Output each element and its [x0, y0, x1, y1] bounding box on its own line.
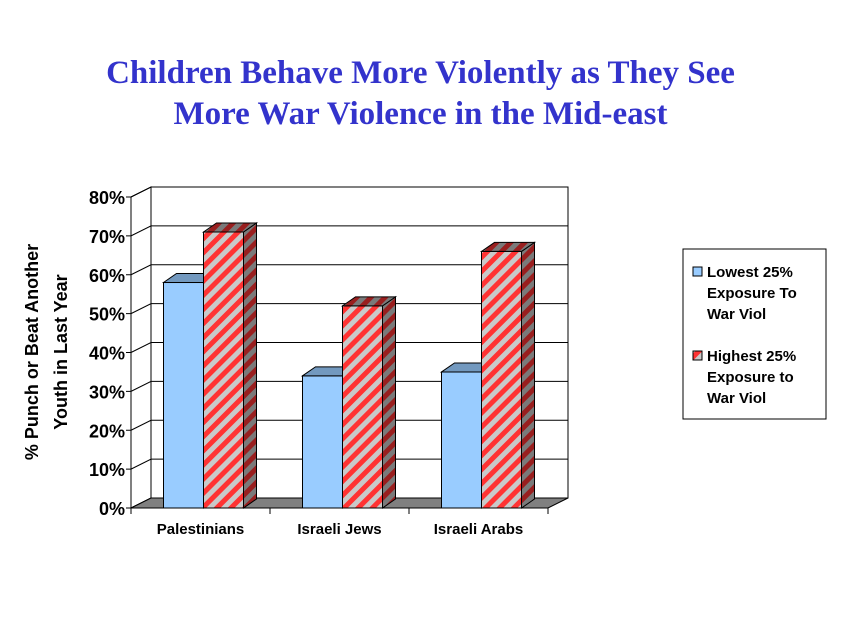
legend-entry-text: Exposure to — [707, 369, 794, 386]
gridline — [130, 419, 568, 431]
gridlines — [130, 186, 568, 470]
chart-title-line-1: Children Behave More Violently as They S… — [106, 55, 735, 91]
gridline — [130, 264, 568, 276]
y-tick-label: 60% — [89, 266, 125, 286]
y-tick-label: 40% — [89, 344, 125, 364]
bar-side — [521, 241, 535, 509]
legend-entry-text: Exposure To — [707, 285, 797, 302]
bar — [479, 241, 537, 509]
y-axis-label-line-2: Youth in Last Year — [51, 274, 71, 429]
gridline — [130, 225, 568, 237]
bar-front — [481, 250, 522, 509]
legend-entry-text: Lowest 25% — [707, 264, 793, 281]
legend-entry-text: Highest 25% — [707, 348, 796, 365]
bar — [201, 222, 259, 509]
bar-side — [243, 222, 257, 509]
y-tick-label: 50% — [89, 305, 125, 325]
legend: Lowest 25% Exposure To War Viol Highest 25%… — [682, 248, 827, 420]
bar-top — [479, 241, 537, 252]
legend-entry-text: War Viol — [707, 390, 766, 407]
bar-side — [382, 295, 396, 509]
bar-front — [441, 371, 482, 509]
y-tick-label: 30% — [89, 382, 125, 402]
gridline — [130, 303, 568, 315]
bar — [340, 295, 398, 509]
y-tick-label: 20% — [89, 421, 125, 441]
gridline — [130, 342, 568, 353]
bar-front — [342, 305, 383, 509]
legend-entry-text: War Viol — [707, 306, 766, 323]
y-tick-labels: 0% 10% 20% 30% 40% 50% 60% 70% 80% — [89, 188, 125, 519]
bar-front — [163, 282, 204, 509]
y-tick-label: 10% — [89, 460, 125, 480]
y-axis-label-line-1: % Punch or Beat Another — [22, 244, 42, 460]
y-tick-label: 0% — [99, 499, 125, 519]
bar-front — [302, 375, 343, 509]
gridline — [130, 458, 568, 470]
legend-box — [682, 248, 827, 420]
gridline — [130, 186, 568, 198]
axes — [126, 196, 549, 514]
bar-top — [340, 296, 398, 307]
chart-title-line-2: More War Violence in the Mid-east — [173, 96, 668, 132]
legend-swatch — [692, 350, 703, 361]
bar-front — [203, 231, 244, 509]
legend-swatch — [692, 266, 703, 277]
y-tick-label: 80% — [89, 188, 125, 208]
x-tick-labels: Palestinians Israeli Jews Israeli Arabs — [157, 521, 524, 538]
bar-top — [201, 222, 259, 233]
x-tick-label: Israeli Arabs — [434, 521, 524, 538]
y-tick-label: 70% — [89, 227, 125, 247]
x-tick-label: Palestinians — [157, 521, 245, 538]
x-tick-label: Israeli Jews — [297, 521, 381, 538]
gridline — [130, 380, 568, 392]
y-axis-label: % Punch or Beat Another Youth in Last Ye… — [22, 244, 71, 460]
